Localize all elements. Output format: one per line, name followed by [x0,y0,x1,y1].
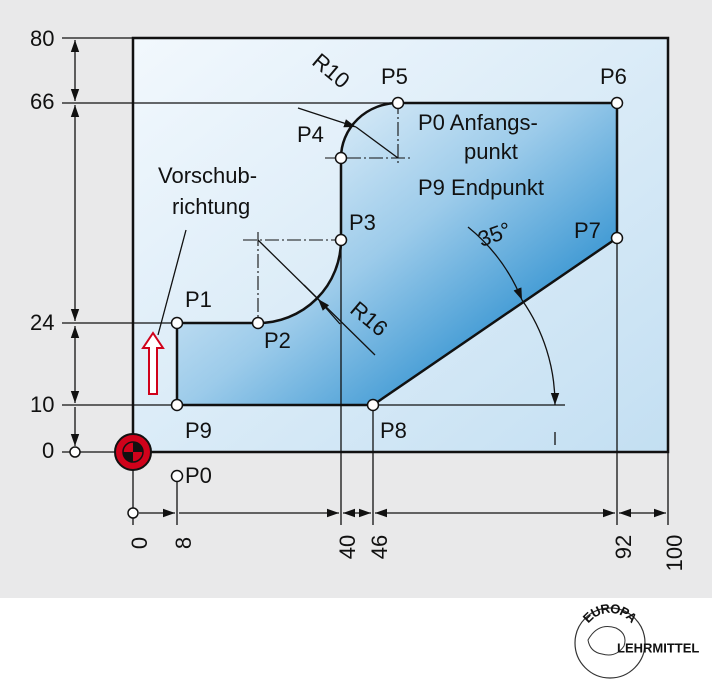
dim-y: 80 [30,26,54,51]
point-label: P9 [185,418,212,443]
point-label: P1 [185,287,212,312]
logo-bottom: LEHRMITTEL [617,640,699,655]
dim-y: 24 [30,310,54,335]
dim-x: 92 [611,535,636,559]
dim-x: 8 [171,537,196,549]
point-label: P6 [600,64,627,89]
dim-x: 100 [662,535,687,572]
point-label: P4 [297,122,324,147]
dim-x: 46 [367,535,392,559]
legend-end: P9 Endpunkt [418,175,544,200]
origin [114,433,152,471]
dim-y: 66 [30,89,54,114]
points [170,96,624,483]
legend-start: punkt [464,139,518,164]
legend-start: P0 Anfangs- [418,110,538,135]
logo: EUROPA LEHRMITTEL [574,601,699,679]
center-lines [141,100,560,445]
feed-label: richtung [172,194,250,219]
point-label: P8 [380,418,407,443]
point-label: P2 [264,328,291,353]
point-label: P7 [574,218,601,243]
point-label: P0 [185,463,212,488]
dim-y: 10 [30,392,54,417]
dim-x: 40 [335,535,360,559]
dim-y: 0 [42,438,54,463]
dimension-lines [62,37,669,525]
point-label: P3 [349,210,376,235]
dim-x: 0 [127,537,152,549]
feed-label: Vorschub- [158,163,257,188]
point-label: P5 [381,64,408,89]
